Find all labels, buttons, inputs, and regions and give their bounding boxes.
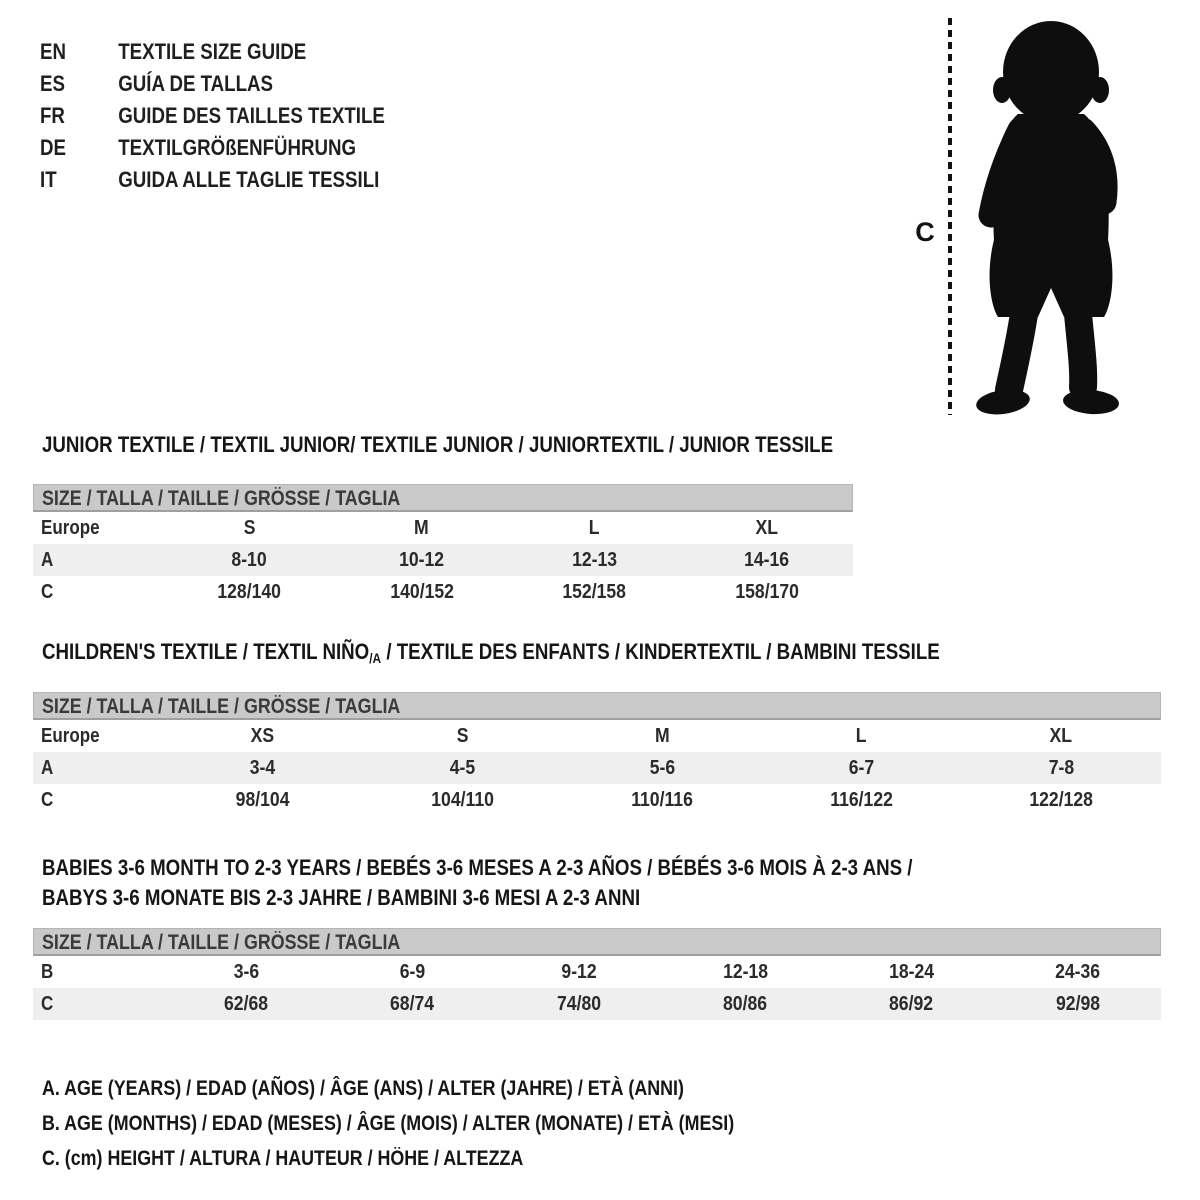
value-cell: 92/98 [1055,993,1100,1015]
lang-code: ES [40,71,65,96]
table-row-age: A 8-10 10-12 12-13 14-16 [33,544,853,576]
value-cell: 6-7 [848,757,875,779]
size-cell: S [243,517,256,539]
lang-code: EN [40,39,66,64]
value-cell: 8-10 [231,549,267,571]
height-measure-line [948,18,952,415]
height-measure-label: C [915,217,935,247]
value-cell: 110/116 [631,789,693,811]
babies-title-line2: BABYS 3-6 MONATE BIS 2-3 JAHRE / BAMBINI… [42,885,641,910]
value-cell: 7-8 [1048,757,1074,779]
size-header-label: SIZE / TALLA / TAILLE / GRÖSSE / TAGLIA [42,695,401,718]
lang-title: TEXTILGRÖßENFÜHRUNG [118,135,357,160]
value-cell: 116/122 [830,789,893,811]
language-list: EN TEXTILE SIZE GUIDE ES GUÍA DE TALLAS FR… [40,36,446,196]
babies-size-table: SIZE / TALLA / TAILLE / GRÖSSE / TAGLIA … [33,928,1161,1020]
legend-line-b: B. AGE (MONTHS) / EDAD (MESES) / ÂGE (MO… [42,1112,735,1135]
size-header-bar: SIZE / TALLA / TAILLE / GRÖSSE / TAGLIA [33,692,1161,720]
value-cell: 140/152 [389,581,454,603]
lang-code: DE [40,135,66,160]
value-cell: 104/110 [431,789,494,811]
table-row-height: C 98/104 104/110 110/116 116/122 122/128 [33,784,1161,816]
lang-title: TEXTILE SIZE GUIDE [118,39,307,64]
value-cell: 158/170 [734,581,799,603]
value-cell: 9-12 [561,961,597,983]
lang-row-de: DE TEXTILGRÖßENFÜHRUNG [40,132,446,164]
row-label: B [41,961,54,983]
size-header-label: SIZE / TALLA / TAILLE / GRÖSSE / TAGLIA [42,487,401,510]
size-cell: XS [251,725,275,747]
lang-title: GUIDE DES TAILLES TEXTILE [118,103,385,128]
size-header-bar: SIZE / TALLA / TAILLE / GRÖSSE / TAGLIA [33,928,1161,956]
lang-title: GUÍA DE TALLAS [118,71,273,96]
value-cell: 3-4 [250,757,276,779]
size-cell: XL [1049,725,1073,747]
value-cell: 12-13 [571,549,617,571]
children-size-table: SIZE / TALLA / TAILLE / GRÖSSE / TAGLIA … [33,692,1161,816]
table-row-height: C 62/68 68/74 74/80 80/86 86/92 92/98 [33,988,1161,1020]
value-cell: 80/86 [723,993,768,1015]
value-cell: 98/104 [235,789,290,811]
row-label: A [41,549,54,571]
nino-a-subscript: /A [369,650,382,666]
value-cell: 122/128 [1029,789,1094,811]
value-cell: 128/140 [217,581,282,603]
table-row-europe: Europe S M L XL [33,512,853,544]
row-label: C [41,581,54,603]
children-section-title: CHILDREN'S TEXTILE / TEXTIL NIÑO/A / TEX… [42,639,940,667]
size-cell: M [654,725,670,747]
size-cell: S [456,725,469,747]
lang-row-fr: FR GUIDE DES TAILLES TEXTILE [40,100,446,132]
row-label: Europe [41,725,100,747]
lang-row-it: IT GUIDA ALLE TAGLIE TESSILI [40,164,446,196]
value-cell: 3-6 [233,961,259,983]
lang-row-es: ES GUÍA DE TALLAS [40,68,446,100]
size-header-label: SIZE / TALLA / TAILLE / GRÖSSE / TAGLIA [42,931,401,954]
value-cell: 4-5 [449,757,476,779]
value-cell: 6-9 [399,961,426,983]
toddler-silhouette [976,21,1119,415]
row-label: C [41,789,54,811]
table-row-height: C 128/140 140/152 152/158 158/170 [33,576,853,608]
lang-row-en: EN TEXTILE SIZE GUIDE [40,36,446,68]
babies-title-line1: BABIES 3-6 MONTH TO 2-3 YEARS / BEBÉS 3-… [42,855,913,880]
value-cell: 14-16 [744,549,790,571]
table-row-europe: Europe XS S M L XL [33,720,1161,752]
junior-size-table: SIZE / TALLA / TAILLE / GRÖSSE / TAGLIA … [33,484,853,608]
legend-line-c: C. (cm) HEIGHT / ALTURA / HAUTEUR / HÖHE… [42,1147,524,1170]
size-header-bar: SIZE / TALLA / TAILLE / GRÖSSE / TAGLIA [33,484,853,512]
junior-section-title: JUNIOR TEXTILE / TEXTIL JUNIOR/ TEXTILE … [42,432,834,457]
size-cell: L [856,725,867,747]
value-cell: 18-24 [888,961,934,983]
value-cell: 86/92 [889,993,934,1015]
value-cell: 24-36 [1055,961,1101,983]
value-cell: 62/68 [224,993,269,1015]
value-cell: 68/74 [390,993,435,1015]
lang-title: GUIDA ALLE TAGLIE TESSILI [118,167,380,192]
row-label: Europe [41,517,100,539]
measurement-legend: A. AGE (YEARS) / EDAD (AÑOS) / ÂGE (ANS)… [42,1071,856,1176]
value-cell: 5-6 [649,757,675,779]
size-cell: M [414,517,430,539]
size-cell: XL [755,517,778,539]
row-label: C [41,993,54,1015]
size-cell: L [588,517,600,539]
lang-code: IT [40,167,57,192]
value-cell: 152/158 [562,581,627,603]
legend-line-a: A. AGE (YEARS) / EDAD (AÑOS) / ÂGE (ANS)… [42,1077,684,1100]
babies-section-title: BABIES 3-6 MONTH TO 2-3 YEARS / BEBÉS 3-… [42,853,1066,913]
table-row-age: A 3-4 4-5 5-6 6-7 7-8 [33,752,1161,784]
value-cell: 74/80 [556,993,601,1015]
value-cell: 12-18 [722,961,768,983]
table-row-months: B 3-6 6-9 9-12 12-18 18-24 24-36 [33,956,1161,988]
row-label: A [41,757,54,779]
lang-code: FR [40,103,65,128]
value-cell: 10-12 [399,549,445,571]
